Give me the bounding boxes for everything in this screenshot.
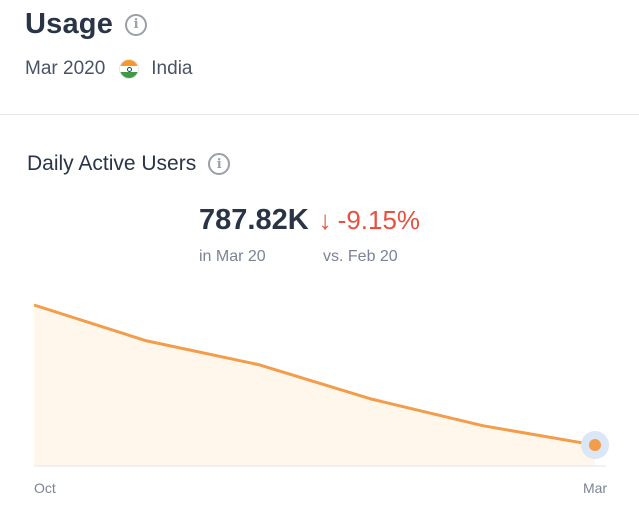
series-line xyxy=(33,303,596,447)
country-label: India xyxy=(151,58,193,79)
india-flag-icon xyxy=(119,59,140,79)
x-tick-label-first: Oct xyxy=(34,480,56,496)
info-icon[interactable]: i xyxy=(208,153,231,175)
data-point-last[interactable] xyxy=(589,439,601,452)
metric-title: Daily Active Users xyxy=(27,152,197,175)
page-title: Usage xyxy=(25,8,114,40)
value-caption: in Mar 20 xyxy=(199,248,266,265)
period-country-row: Mar 2020 India xyxy=(25,58,192,80)
arrow-down-icon: ↓ xyxy=(318,205,332,235)
area-fill xyxy=(34,305,595,466)
metric-header: Daily Active Users i xyxy=(27,152,231,176)
x-tick-label-last: Mar xyxy=(583,480,607,496)
period-label: Mar 2020 xyxy=(25,58,106,79)
info-icon[interactable]: i xyxy=(125,13,148,36)
divider xyxy=(0,114,639,115)
change-caption: vs. Feb 20 xyxy=(323,248,398,265)
metric-value: 787.82K xyxy=(199,204,309,236)
metric-summary: 787.82K ↓ -9.15% xyxy=(199,204,420,237)
header: Usage i xyxy=(25,8,148,41)
metric-change: ↓ -9.15% xyxy=(319,205,420,236)
change-percent: -9.15% xyxy=(337,205,421,235)
